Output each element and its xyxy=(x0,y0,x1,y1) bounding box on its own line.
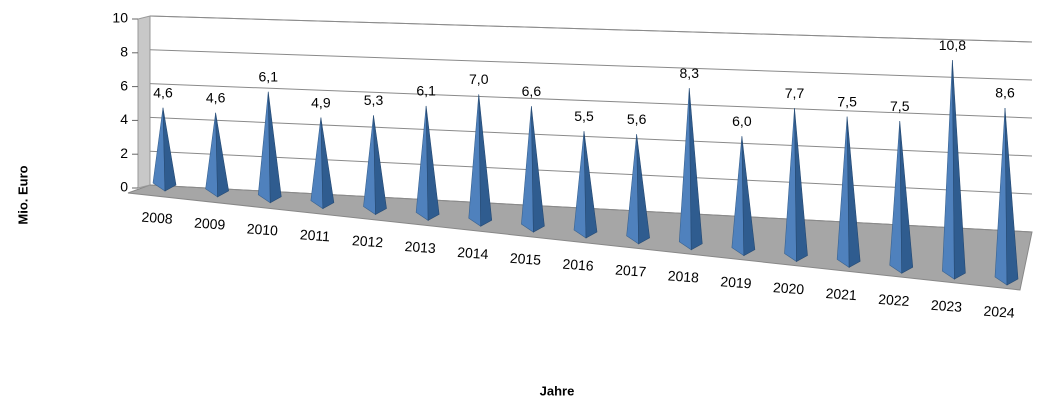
pyramid-right-face xyxy=(1004,107,1019,286)
pyramid xyxy=(573,131,598,239)
pyramid xyxy=(784,108,808,263)
pyramid-right-face xyxy=(531,106,545,233)
x-tick-label: 2022 xyxy=(878,291,910,309)
pyramid xyxy=(363,115,387,216)
y-tick-label: 4 xyxy=(120,111,128,127)
pyramid xyxy=(310,117,335,210)
x-tick-label: 2014 xyxy=(457,244,489,262)
pyramid xyxy=(731,136,756,257)
grid-line xyxy=(149,116,1033,157)
pyramid xyxy=(994,107,1019,286)
x-tick-label: 2016 xyxy=(562,256,594,274)
x-tick-label: 2024 xyxy=(983,303,1015,321)
value-label: 4,6 xyxy=(206,90,226,106)
x-tick-label: 2008 xyxy=(141,209,173,227)
pyramid-right-face xyxy=(425,105,440,221)
y-tick-label: 8 xyxy=(120,44,128,60)
pyramid-right-face xyxy=(952,60,966,280)
pyramid xyxy=(415,105,440,221)
x-tick-label: 2020 xyxy=(772,279,804,297)
pyramid xyxy=(678,88,703,251)
x-tick-label: 2021 xyxy=(825,285,857,303)
grid-line xyxy=(149,49,1033,81)
pyramid-right-face xyxy=(688,88,703,251)
y-axis-label: Mio. Euro xyxy=(15,165,30,224)
pyramid-right-face xyxy=(794,108,808,263)
grid-line xyxy=(149,83,1033,119)
x-tick-label: 2009 xyxy=(194,215,226,233)
value-label: 8,6 xyxy=(995,85,1015,101)
pyramid-right-face xyxy=(636,134,650,245)
y-tick-label: 6 xyxy=(120,77,128,93)
value-label: 4,9 xyxy=(311,94,331,110)
pyramid-right-face xyxy=(267,91,282,204)
x-tick-label: 2018 xyxy=(667,267,699,285)
pyramid-right-face xyxy=(899,121,914,274)
pyramid-right-face xyxy=(583,131,598,239)
pyramid-right-face xyxy=(741,136,756,257)
x-tick-label: 2015 xyxy=(509,250,541,268)
value-label: 6,1 xyxy=(259,68,279,84)
value-label: 7,5 xyxy=(837,93,857,109)
side-wall xyxy=(137,15,151,189)
pyramid xyxy=(942,60,966,280)
value-label: 10,8 xyxy=(939,37,966,53)
pyramid-right-face xyxy=(373,115,387,215)
pyramid xyxy=(152,107,177,192)
grid-line xyxy=(149,150,1033,195)
x-tick-label: 2023 xyxy=(930,297,962,315)
x-tick-label: 2011 xyxy=(299,226,330,244)
value-label: 8,3 xyxy=(680,65,700,81)
pyramid xyxy=(205,112,229,198)
value-label: 5,5 xyxy=(574,108,594,124)
pyramid-right-face xyxy=(320,117,335,210)
x-tick-label: 2010 xyxy=(246,220,278,238)
value-label: 5,6 xyxy=(627,111,647,127)
pyramid-right-face xyxy=(478,94,493,227)
grid-line xyxy=(149,15,1033,43)
y-tick-label: 0 xyxy=(120,179,128,195)
x-tick-label: 2019 xyxy=(720,273,752,291)
pyramid xyxy=(468,94,493,227)
value-label: 7,5 xyxy=(890,98,910,114)
x-axis-label: Jahre xyxy=(540,383,575,398)
pyramid-right-face xyxy=(846,116,861,268)
pyramid xyxy=(889,121,914,274)
x-tick-label: 2013 xyxy=(404,238,436,256)
value-label: 7,0 xyxy=(469,71,489,87)
pyramid xyxy=(626,134,650,245)
pyramid-right-face xyxy=(162,107,177,192)
value-label: 4,6 xyxy=(153,85,173,101)
value-label: 5,3 xyxy=(364,92,384,108)
x-tick-label: 2017 xyxy=(615,262,647,280)
pyramid xyxy=(521,106,545,233)
value-label: 6,1 xyxy=(416,83,436,99)
value-label: 7,7 xyxy=(785,85,805,101)
y-tick-label: 2 xyxy=(120,145,128,161)
value-label: 6,0 xyxy=(732,113,752,129)
pyramid xyxy=(836,116,861,268)
pyramid xyxy=(257,91,282,204)
pyramid-right-face xyxy=(215,112,229,198)
x-tick-label: 2012 xyxy=(351,232,383,250)
y-tick-label: 10 xyxy=(112,10,128,26)
value-label: 6,6 xyxy=(522,83,542,99)
